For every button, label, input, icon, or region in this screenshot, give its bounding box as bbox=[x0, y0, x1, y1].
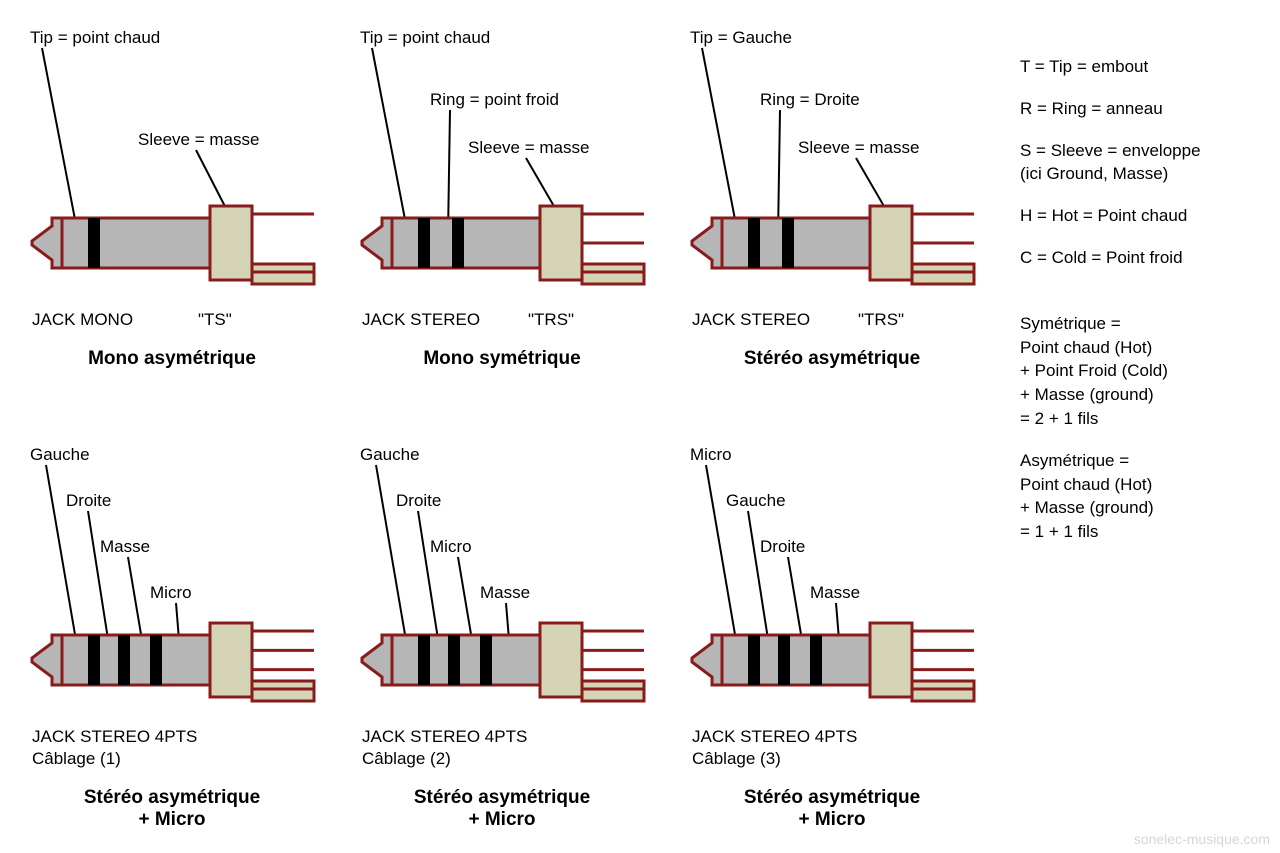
jack-label: Droite bbox=[760, 537, 805, 557]
jack-type-left: JACK STEREO 4PTS bbox=[362, 727, 527, 747]
jack-type-left: JACK STEREO 4PTS bbox=[692, 727, 857, 747]
jack-cell-stereo-mic-1: Gauche Droite Masse Micro JACK STEREO 4PTSCâ… bbox=[10, 427, 340, 843]
legend-block: Symétrique =Point chaud (Hot)+ Point Fro… bbox=[1020, 312, 1270, 431]
jack-label: Gauche bbox=[726, 491, 786, 511]
jack-label: Tip = point chaud bbox=[30, 28, 160, 48]
jack-label: Masse bbox=[100, 537, 150, 557]
jack-label: Sleeve = masse bbox=[138, 130, 259, 150]
jack-title: Stéréo asymétrique+ Micro bbox=[692, 787, 972, 831]
jack-label: Gauche bbox=[30, 445, 90, 465]
jack-cell-stereo-asym: Tip = Gauche Ring = Droite Sleeve = masse J… bbox=[670, 10, 1000, 426]
jack-cell-mono-sym: Tip = point chaud Ring = point froid Sleev… bbox=[340, 10, 670, 426]
jack-label: Droite bbox=[66, 491, 111, 511]
jack-type-right: "TRS" bbox=[528, 310, 574, 330]
jack-label: Micro bbox=[150, 583, 192, 603]
jack-title: Stéréo asymétrique+ Micro bbox=[362, 787, 642, 831]
jack-label: Micro bbox=[690, 445, 732, 465]
watermark: sonelec-musique.com bbox=[1134, 831, 1270, 847]
jack-cell-stereo-mic-3: Micro Gauche Droite Masse JACK STEREO 4PTSCâ… bbox=[670, 427, 1000, 843]
jack-cell-stereo-mic-2: Gauche Droite Micro Masse JACK STEREO 4PTSCâ… bbox=[340, 427, 670, 843]
jack-cell-mono-asym: Tip = point chaud Sleeve = masse JACK MONO… bbox=[10, 10, 340, 426]
legend-line: S = Sleeve = enveloppe(ici Ground, Masse… bbox=[1020, 139, 1270, 187]
jack-type-left: JACK STEREO 4PTS bbox=[32, 727, 197, 747]
jack-type-right: "TS" bbox=[198, 310, 232, 330]
legend-line: R = Ring = anneau bbox=[1020, 97, 1270, 121]
jack-subtitle: Câblage (1) bbox=[32, 749, 121, 769]
jack-diagram-stereo-mic-3 bbox=[670, 427, 1000, 843]
jack-title: Stéréo asymétrique+ Micro bbox=[32, 787, 312, 831]
jack-label: Micro bbox=[430, 537, 472, 557]
jack-label: Masse bbox=[810, 583, 860, 603]
legend-line: H = Hot = Point chaud bbox=[1020, 204, 1270, 228]
jack-label: Tip = Gauche bbox=[690, 28, 792, 48]
jack-title: Mono asymétrique bbox=[32, 348, 312, 370]
jack-subtitle: Câblage (3) bbox=[692, 749, 781, 769]
legend-block: Asymétrique =Point chaud (Hot)+ Masse (g… bbox=[1020, 449, 1270, 544]
jack-diagram-stereo-mic-2 bbox=[340, 427, 670, 843]
jack-type-left: JACK MONO bbox=[32, 310, 133, 330]
jack-label: Sleeve = masse bbox=[468, 138, 589, 158]
jack-label: Sleeve = masse bbox=[798, 138, 919, 158]
jack-type-left: JACK STEREO bbox=[362, 310, 480, 330]
jack-type-right: "TRS" bbox=[858, 310, 904, 330]
jack-title: Stéréo asymétrique bbox=[692, 348, 972, 370]
jack-label: Ring = Droite bbox=[760, 90, 860, 110]
legend-line: T = Tip = embout bbox=[1020, 55, 1270, 79]
legend-line: C = Cold = Point froid bbox=[1020, 246, 1270, 270]
jack-type-left: JACK STEREO bbox=[692, 310, 810, 330]
jack-label: Masse bbox=[480, 583, 530, 603]
jack-diagram-stereo-mic-1 bbox=[10, 427, 340, 843]
jack-label: Droite bbox=[396, 491, 441, 511]
jack-subtitle: Câblage (2) bbox=[362, 749, 451, 769]
jack-label: Tip = point chaud bbox=[360, 28, 490, 48]
jack-label: Ring = point froid bbox=[430, 90, 559, 110]
jack-label: Gauche bbox=[360, 445, 420, 465]
jack-title: Mono symétrique bbox=[362, 348, 642, 370]
legend-panel: T = Tip = embout R = Ring = anneau S = Sle… bbox=[1000, 0, 1280, 853]
